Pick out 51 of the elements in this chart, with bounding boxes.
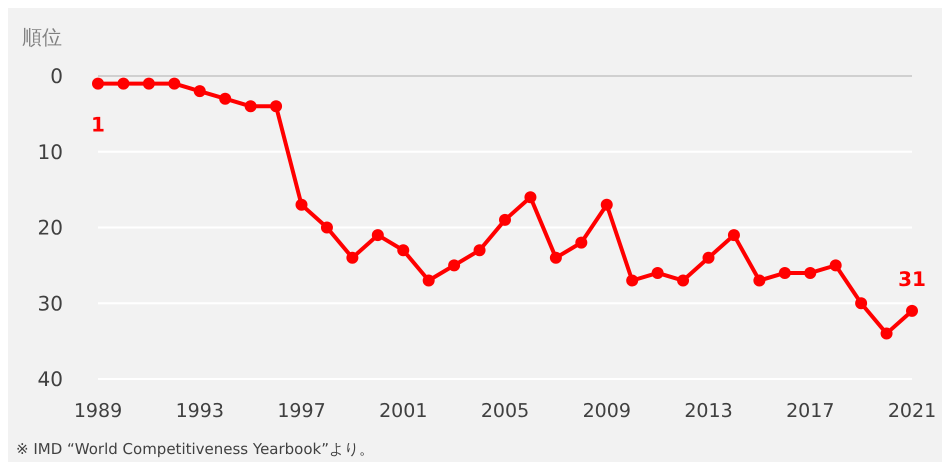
x-tick-label: 2001 [379,400,428,422]
point [575,236,588,249]
point [906,304,918,317]
point [142,78,155,90]
point [778,266,791,279]
point [168,78,180,90]
point [219,92,232,105]
data-label: 31 [898,266,926,291]
y-axis-title: 順位 [22,25,62,49]
x-tick-label: 1997 [277,400,326,422]
point [372,229,384,242]
x-tick-label: 2009 [582,400,631,422]
x-tick-label: 1993 [176,400,224,422]
x-tick-label: 2005 [480,400,530,422]
point [880,328,893,340]
point [270,100,282,112]
point [320,222,333,234]
point [117,78,130,90]
point [550,252,562,264]
data-label: 1 [91,112,105,137]
y-tick-label: 10 [38,140,63,164]
point [626,274,638,287]
point [244,100,257,112]
point [855,297,868,310]
point [677,274,690,287]
y-tick-label: 20 [38,216,63,240]
point [830,259,842,272]
point [346,252,358,264]
point [600,198,613,211]
y-tick-label: 30 [38,291,63,316]
point [474,244,486,256]
text: ※ IMD “World Competitiveness Yearbook”より。 [16,440,374,458]
point [652,266,664,279]
point [92,78,104,90]
x-tick-label: 2021 [888,400,936,422]
point [296,198,308,211]
x-tick-label: 1989 [74,400,122,422]
point [448,259,460,272]
point [804,266,816,279]
y-tick-label: 40 [38,367,63,391]
point [524,191,536,204]
point [194,85,206,98]
point [753,274,766,287]
x-tick-label: 2013 [684,400,733,422]
point [728,229,740,242]
point [499,214,511,226]
point [702,252,714,264]
point [397,244,410,256]
x-tick-label: 2017 [786,400,834,422]
point [422,274,435,287]
y-tick-label: 0 [50,64,63,88]
